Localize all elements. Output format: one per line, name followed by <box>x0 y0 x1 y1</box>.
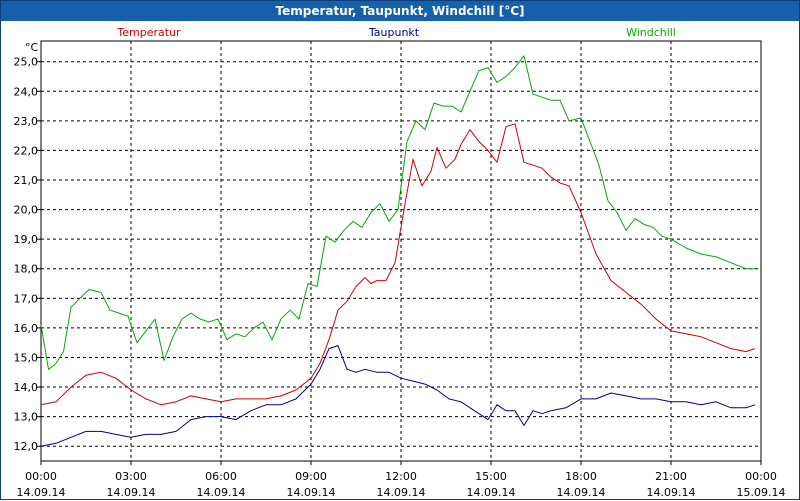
x-tick-label-date: 14.09.14 <box>647 486 696 499</box>
y-tick-label: 23,0 <box>14 115 39 128</box>
y-axis-ticks: 12,0 13,0 14,0 15,0 16,0 17,0 18,0 19,0 20,0 21,0… <box>14 56 41 453</box>
x-tick-label-date: 14.09.14 <box>107 486 156 499</box>
x-tick-label-date: 14.09.14 <box>557 486 606 499</box>
x-tick-label-time: 00:00 <box>745 470 777 483</box>
legend-item-windchill: Windchill <box>626 26 676 39</box>
y-tick-label: 18,0 <box>14 263 39 276</box>
x-tick-label-time: 21:00 <box>655 470 687 483</box>
x-tick-label-time: 00:00 <box>25 470 57 483</box>
series-line-temperatur <box>40 123 756 406</box>
x-tick-label-time: 09:00 <box>295 470 327 483</box>
x-tick-label-date: 14.09.14 <box>467 486 516 499</box>
y-tick-label: 19,0 <box>14 233 39 246</box>
x-tick-label-date: 14.09.14 <box>17 486 66 499</box>
y-tick-label: 17,0 <box>14 292 39 305</box>
y-tick-label: 15,0 <box>14 351 39 364</box>
legend-item-temperatur: Temperatur <box>116 26 181 39</box>
grid <box>41 41 761 461</box>
y-tick-label: 21,0 <box>14 174 39 187</box>
x-tick-label-date: 15.09.14 <box>737 486 786 499</box>
x-tick-label-date: 14.09.14 <box>287 486 336 499</box>
y-axis-label: °C <box>25 41 39 54</box>
x-axis-ticks: 00:00 14.09.14 03:00 14.09.14 06:00 14.09.14 0… <box>17 461 786 499</box>
x-tick-label-date: 14.09.14 <box>197 486 246 499</box>
chart-title: Temperatur, Taupunkt, Windchill [°C] <box>1 1 799 21</box>
x-tick-label-time: 03:00 <box>115 470 147 483</box>
legend: Temperatur Taupunkt Windchill <box>116 26 676 39</box>
series-line-windchill <box>40 55 755 370</box>
legend-item-taupunkt: Taupunkt <box>368 26 420 39</box>
y-tick-label: 24,0 <box>14 85 39 98</box>
x-tick-label-time: 06:00 <box>205 470 237 483</box>
y-tick-label: 14,0 <box>14 381 39 394</box>
y-tick-label: 16,0 <box>14 322 39 335</box>
series-lines <box>40 55 756 447</box>
series-line-taupunkt <box>40 345 756 447</box>
y-tick-label: 22,0 <box>14 144 39 157</box>
x-tick-label-date: 14.09.14 <box>377 486 426 499</box>
x-tick-label-time: 18:00 <box>565 470 597 483</box>
y-tick-label: 20,0 <box>14 204 39 217</box>
y-tick-label: 12,0 <box>14 440 39 453</box>
x-tick-label-time: 12:00 <box>385 470 417 483</box>
y-tick-label: 25,0 <box>14 56 39 69</box>
y-tick-label: 13,0 <box>14 411 39 424</box>
x-tick-label-time: 15:00 <box>475 470 507 483</box>
